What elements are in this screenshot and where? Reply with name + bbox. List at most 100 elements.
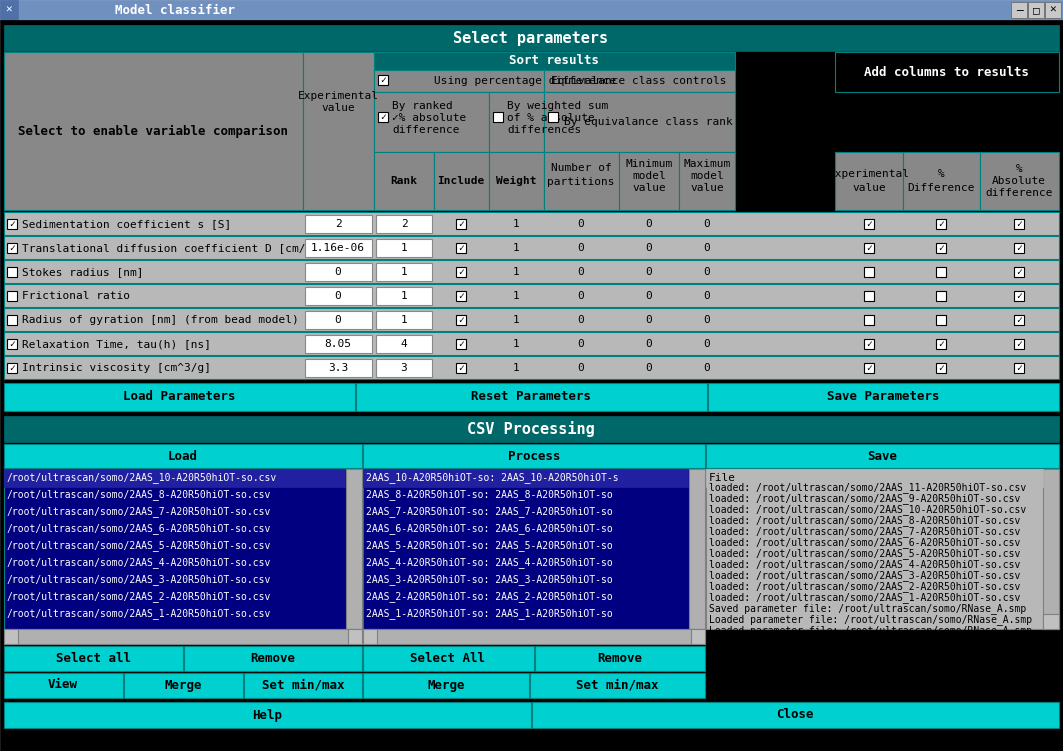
Text: difference: difference [392,125,459,135]
Text: ✓: ✓ [381,75,386,85]
Bar [902,152,980,210]
Text: ✓: ✓ [1016,315,1022,325]
Text: File: File [709,473,736,483]
Bar [836,152,902,210]
Bar [1014,339,1024,349]
Text: ✓: ✓ [866,363,872,373]
Bar [362,444,705,468]
Text: /root/ultrascan/somo/2AAS_4-A20R50hiOT-so.csv: /root/ultrascan/somo/2AAS_4-A20R50hiOT-s… [7,557,271,569]
Bar [305,359,372,377]
Bar [374,92,489,152]
Bar [305,239,372,257]
Text: ✓: ✓ [866,339,872,349]
Text: loaded: /root/ultrascan/somo/2AAS_9-A20R50hiOT-so.csv: loaded: /root/ultrascan/somo/2AAS_9-A20R… [709,493,1020,505]
Text: 4: 4 [401,339,407,349]
Bar [4,444,362,468]
Text: 0: 0 [335,267,341,277]
Text: /root/ultrascan/somo/2AAS_8-A20R50hiOT-so.csv: /root/ultrascan/somo/2AAS_8-A20R50hiOT-s… [7,490,271,500]
Text: of % absolute: of % absolute [507,113,595,123]
Text: CSV Processing: CSV Processing [467,421,595,437]
Bar [305,215,372,233]
Text: loaded: /root/ultrascan/somo/2AAS_7-A20R50hiOT-so.csv: loaded: /root/ultrascan/somo/2AAS_7-A20R… [709,526,1020,538]
Bar [362,629,377,644]
Text: Merge: Merge [427,678,465,692]
Bar [4,332,1059,355]
Text: Rank: Rank [390,176,418,186]
Text: 3.3: 3.3 [327,363,348,373]
Bar [456,291,466,301]
Bar [7,243,17,253]
Text: ✓: ✓ [866,219,872,229]
Bar [434,152,489,210]
Bar [356,383,707,411]
Bar [937,267,946,277]
Text: differences: differences [507,125,581,135]
Text: Remove: Remove [597,652,642,665]
Text: Radius of gyration [nm] (from bead model): Radius of gyration [nm] (from bead model… [22,315,299,325]
Bar [4,646,183,671]
Bar [937,339,946,349]
Text: 1: 1 [401,243,407,253]
Text: 0: 0 [645,339,653,349]
Text: value: value [853,183,885,193]
Bar [184,646,362,671]
Bar [1014,243,1024,253]
Bar [493,112,503,122]
Bar [303,52,374,210]
Bar [362,673,529,698]
Bar [1014,219,1024,229]
Text: 0: 0 [577,363,585,373]
Text: 0: 0 [335,291,341,301]
Bar [456,267,466,277]
Bar [348,629,362,644]
Bar [7,291,17,301]
Bar [305,263,372,281]
Bar [374,152,434,210]
Bar [691,629,705,644]
Bar [1014,291,1024,301]
Text: 1: 1 [512,339,520,349]
Text: ✓: ✓ [458,243,463,253]
Bar [864,219,874,229]
Text: ✓: ✓ [458,315,463,325]
Text: Remove: Remove [251,652,296,665]
Bar [864,315,874,325]
Text: 0: 0 [645,291,653,301]
Text: %: % [938,169,944,179]
Bar [4,416,1059,442]
Bar [362,629,705,644]
Text: 0: 0 [704,243,710,253]
Text: 1: 1 [512,291,520,301]
Bar [937,315,946,325]
Text: Sort results: Sort results [509,55,598,68]
Text: ✓: ✓ [1016,291,1022,301]
Text: 2AAS_4-A20R50hiOT-so: 2AAS_4-A20R50hiOT-so: 2AAS_4-A20R50hiOT-so: 2AAS_4-A20R50hiOT-… [366,557,612,569]
Bar [4,702,532,728]
Bar [4,629,362,644]
Text: 0: 0 [704,219,710,229]
Text: 0: 0 [704,363,710,373]
Text: /root/ultrascan/somo/2AAS_7-A20R50hiOT-so.csv: /root/ultrascan/somo/2AAS_7-A20R50hiOT-s… [7,506,271,517]
Bar [124,673,243,698]
Text: 0: 0 [704,339,710,349]
Text: /root/ultrascan/somo/2AAS_3-A20R50hiOT-so.csv: /root/ultrascan/somo/2AAS_3-A20R50hiOT-s… [7,575,271,586]
Text: difference: difference [985,188,1052,198]
Bar [378,75,388,85]
Bar [374,52,735,70]
Text: Set min/max: Set min/max [261,678,344,692]
Bar [0,0,1063,20]
Bar [376,239,432,257]
Text: 0: 0 [704,315,710,325]
Text: 2AAS_1-A20R50hiOT-so: 2AAS_1-A20R50hiOT-so: 2AAS_1-A20R50hiOT-so: 2AAS_1-A20R50hiOT-… [366,608,612,620]
Bar [937,243,946,253]
Text: 1: 1 [401,315,407,325]
Text: Loaded parameter file: /root/ultrascan/somo/RNase_A.smp: Loaded parameter file: /root/ultrascan/s… [709,614,1032,626]
Bar [4,260,1059,283]
Text: loaded: /root/ultrascan/somo/2AAS_10-A20R50hiOT-so.csv: loaded: /root/ultrascan/somo/2AAS_10-A20… [709,505,1026,515]
Text: Experimental: Experimental [828,169,910,179]
Text: 2AAS_3-A20R50hiOT-so: 2AAS_3-A20R50hiOT-so: 2AAS_3-A20R50hiOT-so: 2AAS_3-A20R50hiOT-… [366,575,612,586]
Text: By ranked: By ranked [392,101,453,111]
Text: Intrinsic viscosity [cm^3/g]: Intrinsic viscosity [cm^3/g] [22,363,210,373]
Bar [864,363,874,373]
Text: 2AAS_7-A20R50hiOT-so: 2AAS_7-A20R50hiOT-so: 2AAS_7-A20R50hiOT-so: 2AAS_7-A20R50hiOT-… [366,506,612,517]
